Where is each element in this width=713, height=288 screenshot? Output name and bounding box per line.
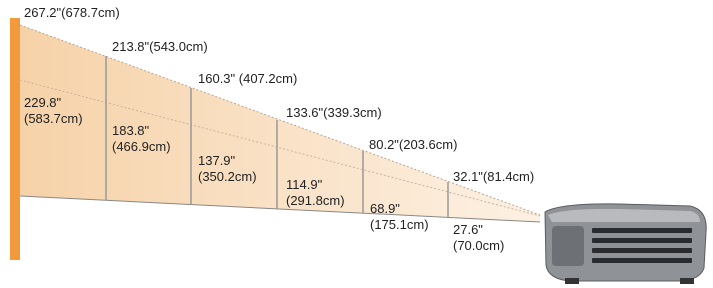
min-size: (583.7cm) bbox=[24, 111, 83, 126]
max-size: 32.1"(81.4cm) bbox=[453, 169, 534, 184]
projector bbox=[545, 204, 706, 284]
min-size: (175.1cm) bbox=[370, 217, 429, 232]
projector-top bbox=[548, 209, 700, 222]
projection-beam bbox=[20, 25, 540, 222]
min-size: 137.9" bbox=[198, 153, 236, 168]
vent bbox=[592, 248, 692, 253]
max-size: 160.3" (407.2cm) bbox=[198, 71, 297, 86]
max-size: 267.2"(678.7cm) bbox=[24, 5, 120, 20]
vent bbox=[592, 258, 692, 263]
lens-housing bbox=[552, 226, 584, 266]
max-size: 213.8"(543.0cm) bbox=[112, 39, 208, 54]
min-size: 183.8" bbox=[112, 123, 150, 138]
max-size: 80.2"(203.6cm) bbox=[369, 137, 457, 152]
foot bbox=[680, 278, 694, 284]
vent bbox=[592, 238, 692, 243]
min-size: (70.0cm) bbox=[453, 238, 504, 253]
min-size: 229.8" bbox=[24, 95, 62, 110]
min-size: 68.9" bbox=[370, 201, 400, 216]
foot bbox=[565, 278, 579, 284]
min-size: (466.9cm) bbox=[112, 139, 171, 154]
throw-diagram: 267.2"(678.7cm) 213.8"(543.0cm) 160.3" (… bbox=[0, 0, 713, 288]
min-size: (291.8cm) bbox=[286, 193, 345, 208]
vent bbox=[592, 228, 692, 233]
min-size: 27.6" bbox=[453, 222, 483, 237]
min-size: (350.2cm) bbox=[198, 169, 257, 184]
wall bbox=[10, 18, 20, 260]
max-size: 133.6"(339.3cm) bbox=[286, 105, 382, 120]
min-size: 114.9" bbox=[286, 177, 323, 192]
